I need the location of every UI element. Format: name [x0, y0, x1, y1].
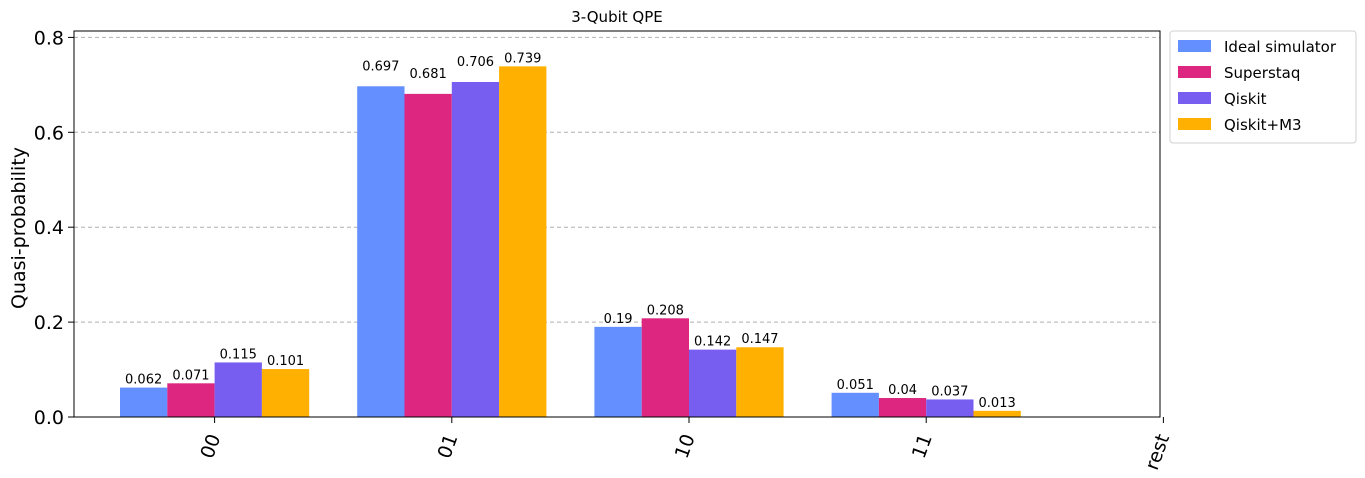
- x-tick-label: rest: [1141, 431, 1174, 473]
- y-tick-label: 0.4: [34, 217, 64, 239]
- bar: [594, 326, 642, 417]
- x-tick-label: 11: [908, 431, 937, 461]
- data-labels: 0.062 0.071 0.115 0.101 0.697 0.681 0.706 0.739…: [125, 51, 1016, 410]
- data-label: 0.013: [979, 396, 1016, 411]
- data-label: 0.04: [888, 383, 917, 398]
- data-label: 0.101: [267, 354, 304, 369]
- data-label: 0.739: [504, 51, 541, 66]
- plot-frame: [73, 30, 1161, 418]
- y-axis: 0.0 0.2 0.4 0.6 0.8: [34, 27, 74, 429]
- bar: [736, 347, 784, 417]
- legend-frame: [1169, 30, 1357, 144]
- legend-swatch: [1178, 40, 1211, 52]
- x-axis: 00 01 10 11 rest: [196, 417, 1174, 473]
- y-tick-label: 0.2: [34, 312, 64, 334]
- bar: [641, 318, 689, 417]
- legend-label: Superstaq: [1224, 64, 1300, 82]
- legend-swatch: [1178, 66, 1211, 78]
- x-tick-label: 10: [671, 431, 700, 461]
- legend-swatch: [1178, 92, 1211, 104]
- data-label: 0.697: [362, 59, 399, 74]
- bar-series: [120, 66, 1021, 418]
- bar: [689, 349, 737, 417]
- data-label: 0.19: [604, 312, 633, 327]
- data-label: 0.147: [741, 332, 778, 347]
- data-label: 0.208: [647, 303, 684, 318]
- y-axis-label: Quasi-probability: [8, 147, 30, 309]
- y-tick-label: 0.6: [34, 122, 64, 144]
- data-label: 0.706: [457, 55, 494, 70]
- y-tick-label: 0.0: [34, 407, 64, 429]
- bar: [973, 410, 1021, 417]
- x-tick-label: 01: [434, 431, 463, 461]
- bar: [926, 399, 974, 417]
- bar: [831, 392, 879, 417]
- data-label: 0.681: [410, 67, 447, 82]
- bar: [261, 369, 310, 417]
- data-label: 0.071: [172, 368, 209, 383]
- bar: [357, 86, 405, 417]
- bar: [120, 387, 168, 417]
- bar: [167, 383, 215, 417]
- bar: [214, 362, 262, 417]
- bar: [499, 66, 547, 417]
- legend-label: Ideal simulator: [1224, 38, 1337, 56]
- legend-label: Qiskit: [1224, 90, 1267, 108]
- data-label: 0.051: [837, 378, 874, 393]
- y-tick-label: 0.8: [34, 27, 64, 49]
- bar: [878, 398, 927, 417]
- grid-lines: [74, 36, 1160, 323]
- x-tick-label: 00: [196, 431, 225, 461]
- data-label: 0.115: [220, 347, 257, 362]
- data-label: 0.037: [931, 384, 968, 399]
- legend: Ideal simulator Superstaq Qiskit Qiskit+M3: [1169, 30, 1357, 144]
- data-label: 0.142: [694, 335, 731, 350]
- data-label: 0.062: [125, 373, 162, 388]
- chart-title: 3-Qubit QPE: [571, 8, 663, 26]
- legend-swatch: [1178, 118, 1211, 130]
- bar: [404, 93, 452, 418]
- bar: [451, 82, 500, 417]
- legend-label: Qiskit+M3: [1224, 116, 1302, 134]
